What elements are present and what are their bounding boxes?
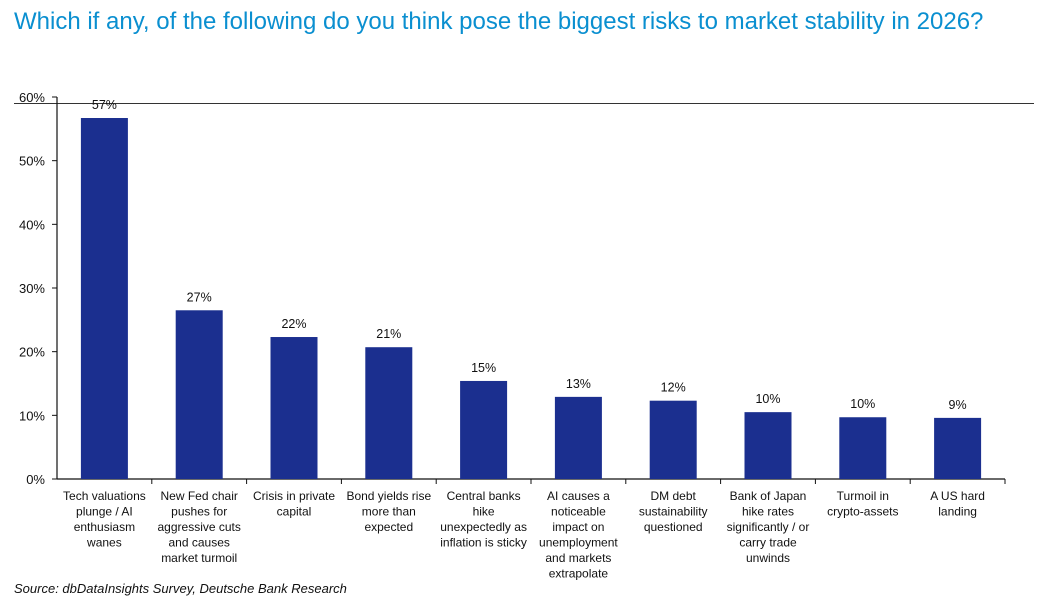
bar (839, 417, 887, 479)
y-tick-label: 40% (19, 217, 45, 232)
bar (744, 412, 792, 479)
source-note: Source: dbDataInsights Survey, Deutsche … (14, 581, 347, 596)
y-tick-label: 30% (19, 281, 45, 296)
category-label: Tech valuations plunge / AI enthusiasm wane… (63, 489, 146, 550)
data-label: 27% (187, 290, 212, 304)
data-label: 10% (850, 397, 875, 411)
data-label: 10% (755, 392, 780, 406)
category-label: AI causes a noticeable impact on unemployme… (539, 489, 618, 581)
category-label: DM debt sustainability questioned (639, 489, 708, 534)
data-label: 15% (471, 361, 496, 375)
data-label: 21% (376, 327, 401, 341)
category-label: Crisis in private capital (253, 489, 335, 519)
bar (554, 396, 602, 479)
bar (175, 310, 223, 479)
bar (365, 347, 413, 479)
category-label: Central banks hike unexpectedly as inflatio… (440, 489, 527, 550)
category-label: Bond yields rise more than expected (346, 489, 431, 534)
data-label: 22% (281, 317, 306, 331)
y-tick-label: 60% (19, 90, 45, 105)
category-label: A US hard landing (930, 489, 985, 519)
bar (649, 400, 697, 479)
y-tick-label: 50% (19, 154, 45, 169)
y-tick-label: 20% (19, 345, 45, 360)
data-label: 12% (661, 381, 686, 395)
category-label: Bank of Japan hike rates significantly / o… (727, 489, 810, 565)
chart-title: Which if any, of the following do you th… (14, 8, 984, 35)
bar (80, 118, 128, 479)
title-divider (14, 103, 1034, 104)
y-tick-label: 10% (19, 408, 45, 423)
category-label: New Fed chair pushes for aggressive cuts an… (158, 489, 241, 565)
data-label: 9% (949, 398, 967, 412)
category-label: Turmoil in crypto-assets (827, 489, 898, 519)
bar (270, 337, 318, 479)
data-label: 57% (92, 98, 117, 112)
y-tick-label: 0% (26, 472, 45, 487)
bar (934, 417, 982, 479)
data-label: 13% (566, 377, 591, 391)
bar (460, 380, 508, 479)
